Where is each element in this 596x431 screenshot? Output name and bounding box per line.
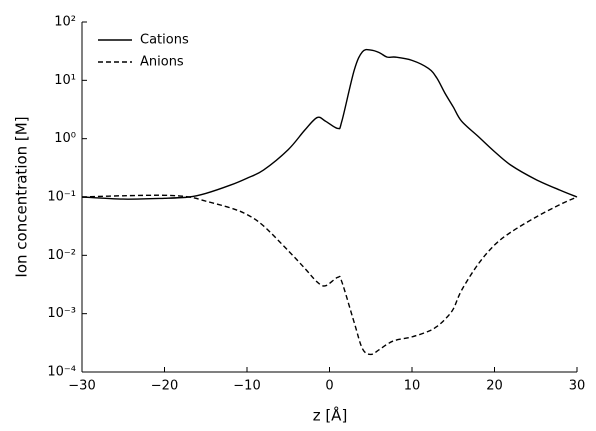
y-tick-label: 10² — [54, 15, 76, 30]
x-axis-title: z [Å] — [313, 406, 348, 425]
y-tick-label: 10¹ — [54, 73, 76, 88]
x-tick-label: −10 — [233, 379, 260, 394]
y-tick-label: 10⁻² — [47, 248, 76, 263]
x-tick-label: −20 — [151, 379, 178, 394]
x-tick-label: 0 — [325, 379, 333, 394]
y-axis-title: Ion concentration [M] — [13, 116, 31, 277]
y-tick-label: 10⁻⁴ — [47, 365, 76, 380]
y-tick-label: 10⁻¹ — [47, 190, 76, 205]
x-tick-label: 30 — [569, 379, 586, 394]
series-line — [81, 194, 578, 356]
x-tick-label: 10 — [404, 379, 421, 394]
y-tick-label: 10⁰ — [54, 131, 76, 146]
legend-label: Anions — [140, 55, 184, 70]
legend-label: Cations — [140, 33, 189, 48]
y-tick-label: 10⁻³ — [47, 306, 76, 321]
series-line — [81, 48, 578, 200]
x-tick-label: 20 — [486, 379, 503, 394]
x-tick-label: −30 — [68, 379, 95, 394]
